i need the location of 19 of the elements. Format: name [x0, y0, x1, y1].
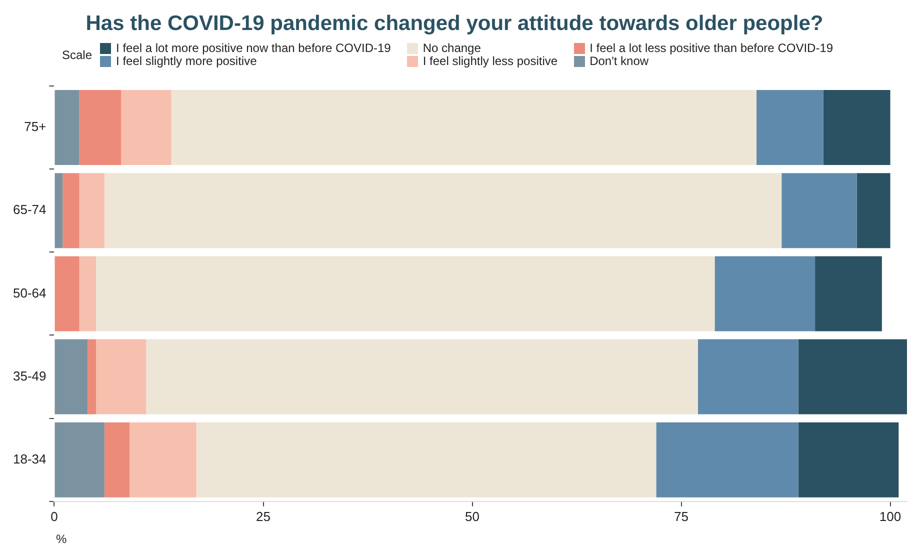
legend-label: I feel a lot more positive now than before COVID-19 — [116, 41, 391, 55]
y-tick-label: 35-49 — [13, 368, 46, 384]
y-tick-label: 18-34 — [13, 451, 46, 466]
y-tick-label: 65-74 — [13, 202, 46, 218]
legend-title: Scale — [62, 48, 92, 62]
legend-label: No change — [422, 41, 481, 55]
legend-label: I feel a lot less positive than before COVID-19 — [590, 41, 834, 55]
x-tick-label: 0 — [50, 508, 58, 524]
legend-label: I feel slightly more positive — [116, 54, 257, 68]
y-tick-label: 50-64 — [13, 285, 46, 300]
x-tick-label: 50 — [465, 508, 480, 524]
x-axis-title: % — [56, 532, 67, 546]
y-tick-label: 75+ — [24, 119, 46, 134]
legend-label: Don't know — [590, 54, 649, 68]
x-tick-label: 100 — [879, 508, 902, 524]
x-tick-label: 25 — [256, 508, 270, 524]
x-tick-label: 75 — [674, 508, 689, 524]
legend-label: I feel slightly less positive — [422, 54, 558, 68]
chart-title: Has the COVID-19 pandemic changed your attitude towards older people? — [84, 12, 824, 36]
